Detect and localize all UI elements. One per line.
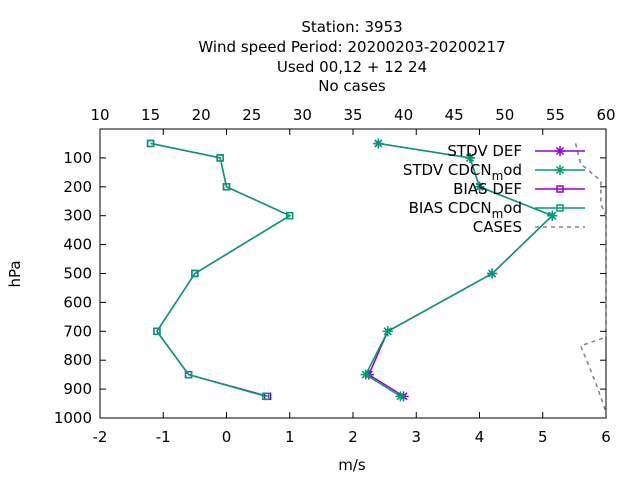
legend-label: STDV CDCNmod xyxy=(403,161,522,183)
square-marker xyxy=(153,327,161,336)
y-axis-label: hPa xyxy=(6,260,24,287)
legend-label: CASES xyxy=(473,218,522,236)
y-tick-label: 500 xyxy=(63,265,92,283)
x2-tick-label: 55 xyxy=(546,106,565,124)
y-tick-label: 900 xyxy=(63,380,92,398)
left-axis-ticks: 100 200 300 400 500 600 700 800 900 1000 xyxy=(54,149,606,427)
x-tick-label: -1 xyxy=(156,428,171,446)
x-tick-label: 4 xyxy=(475,428,485,446)
title-line-3: Used 00,12 + 12 24 xyxy=(277,58,427,76)
series-line xyxy=(150,142,292,398)
title-line-2: Wind speed Period: 20200203-20200217 xyxy=(198,38,505,56)
x-tick-label: 0 xyxy=(222,428,232,446)
series-line xyxy=(364,142,554,397)
series-bias-cdcn-mod xyxy=(146,139,294,401)
y-tick-label: 1000 xyxy=(54,409,92,427)
y-tick-label: 100 xyxy=(63,149,92,167)
x2-tick-label: 50 xyxy=(495,106,514,124)
y-tick-label: 700 xyxy=(63,322,92,340)
square-marker xyxy=(286,211,294,220)
x-axis-label: m/s xyxy=(338,456,366,474)
legend-entry: STDV CDCNmod xyxy=(403,161,585,183)
y-tick-label: 200 xyxy=(63,178,92,196)
y-tick-label: 600 xyxy=(63,293,92,311)
x-tick-label: 3 xyxy=(411,428,421,446)
chart-title: Station: 3953 Wind speed Period: 2020020… xyxy=(198,18,505,95)
series-stdv-cdcn-mod xyxy=(360,138,558,402)
legend-entry: BIAS DEF xyxy=(453,180,585,198)
bottom-axis-ticks: -2 -1 0 1 2 3 4 5 6 xyxy=(93,129,611,446)
square-marker xyxy=(191,269,199,278)
x2-tick-label: 40 xyxy=(394,106,413,124)
x2-tick-label: 25 xyxy=(242,106,261,124)
star-marker xyxy=(474,181,485,192)
square-marker xyxy=(216,154,224,162)
star-marker xyxy=(555,146,565,156)
legend-label: BIAS DEF xyxy=(453,180,522,198)
x-tick-label: -2 xyxy=(93,428,108,446)
x-tick-label: 5 xyxy=(538,428,548,446)
x2-tick-label: 35 xyxy=(343,106,362,124)
x-tick-label: 1 xyxy=(285,428,295,446)
series-line xyxy=(574,143,607,413)
star-marker xyxy=(382,326,393,337)
star-marker xyxy=(373,138,384,149)
legend-entry: BIAS CDCNmod xyxy=(409,199,585,221)
legend-label: BIAS CDCNmod xyxy=(409,199,522,221)
series-bias-def xyxy=(146,139,294,401)
star-marker xyxy=(555,165,565,175)
title-line-1: Station: 3953 xyxy=(301,18,402,36)
series-cases xyxy=(574,143,607,413)
x2-tick-label: 30 xyxy=(293,106,312,124)
y-tick-label: 300 xyxy=(63,207,92,225)
star-marker xyxy=(465,152,476,163)
legend-entry: STDV DEF xyxy=(447,142,585,160)
square-marker xyxy=(146,139,155,148)
y-tick-label: 400 xyxy=(63,236,92,254)
square-marker xyxy=(261,392,270,401)
x-tick-label: 2 xyxy=(348,428,358,446)
x-tick-label: 6 xyxy=(601,428,611,446)
plot-frame xyxy=(99,128,607,419)
x2-tick-label: 20 xyxy=(192,106,211,124)
series-line xyxy=(150,142,292,398)
series-layer xyxy=(146,138,607,413)
square-marker xyxy=(556,185,564,193)
star-marker xyxy=(547,210,558,221)
y-tick-label: 800 xyxy=(63,351,92,369)
square-marker xyxy=(556,204,564,212)
star-marker xyxy=(360,369,371,380)
x2-tick-label: 60 xyxy=(596,106,615,124)
legend-entry: CASES xyxy=(473,218,585,236)
x2-tick-label: 45 xyxy=(445,106,464,124)
title-line-4: No cases xyxy=(318,77,386,95)
square-marker xyxy=(222,183,231,191)
top-axis-ticks: 10 15 20 25 30 35 40 45 50 55 60 xyxy=(90,106,615,124)
legend-label: STDV DEF xyxy=(447,142,522,160)
square-marker xyxy=(184,370,193,379)
x2-tick-label: 15 xyxy=(141,106,160,124)
x2-tick-label: 10 xyxy=(90,106,109,124)
star-marker xyxy=(487,268,498,279)
star-marker xyxy=(395,391,406,402)
